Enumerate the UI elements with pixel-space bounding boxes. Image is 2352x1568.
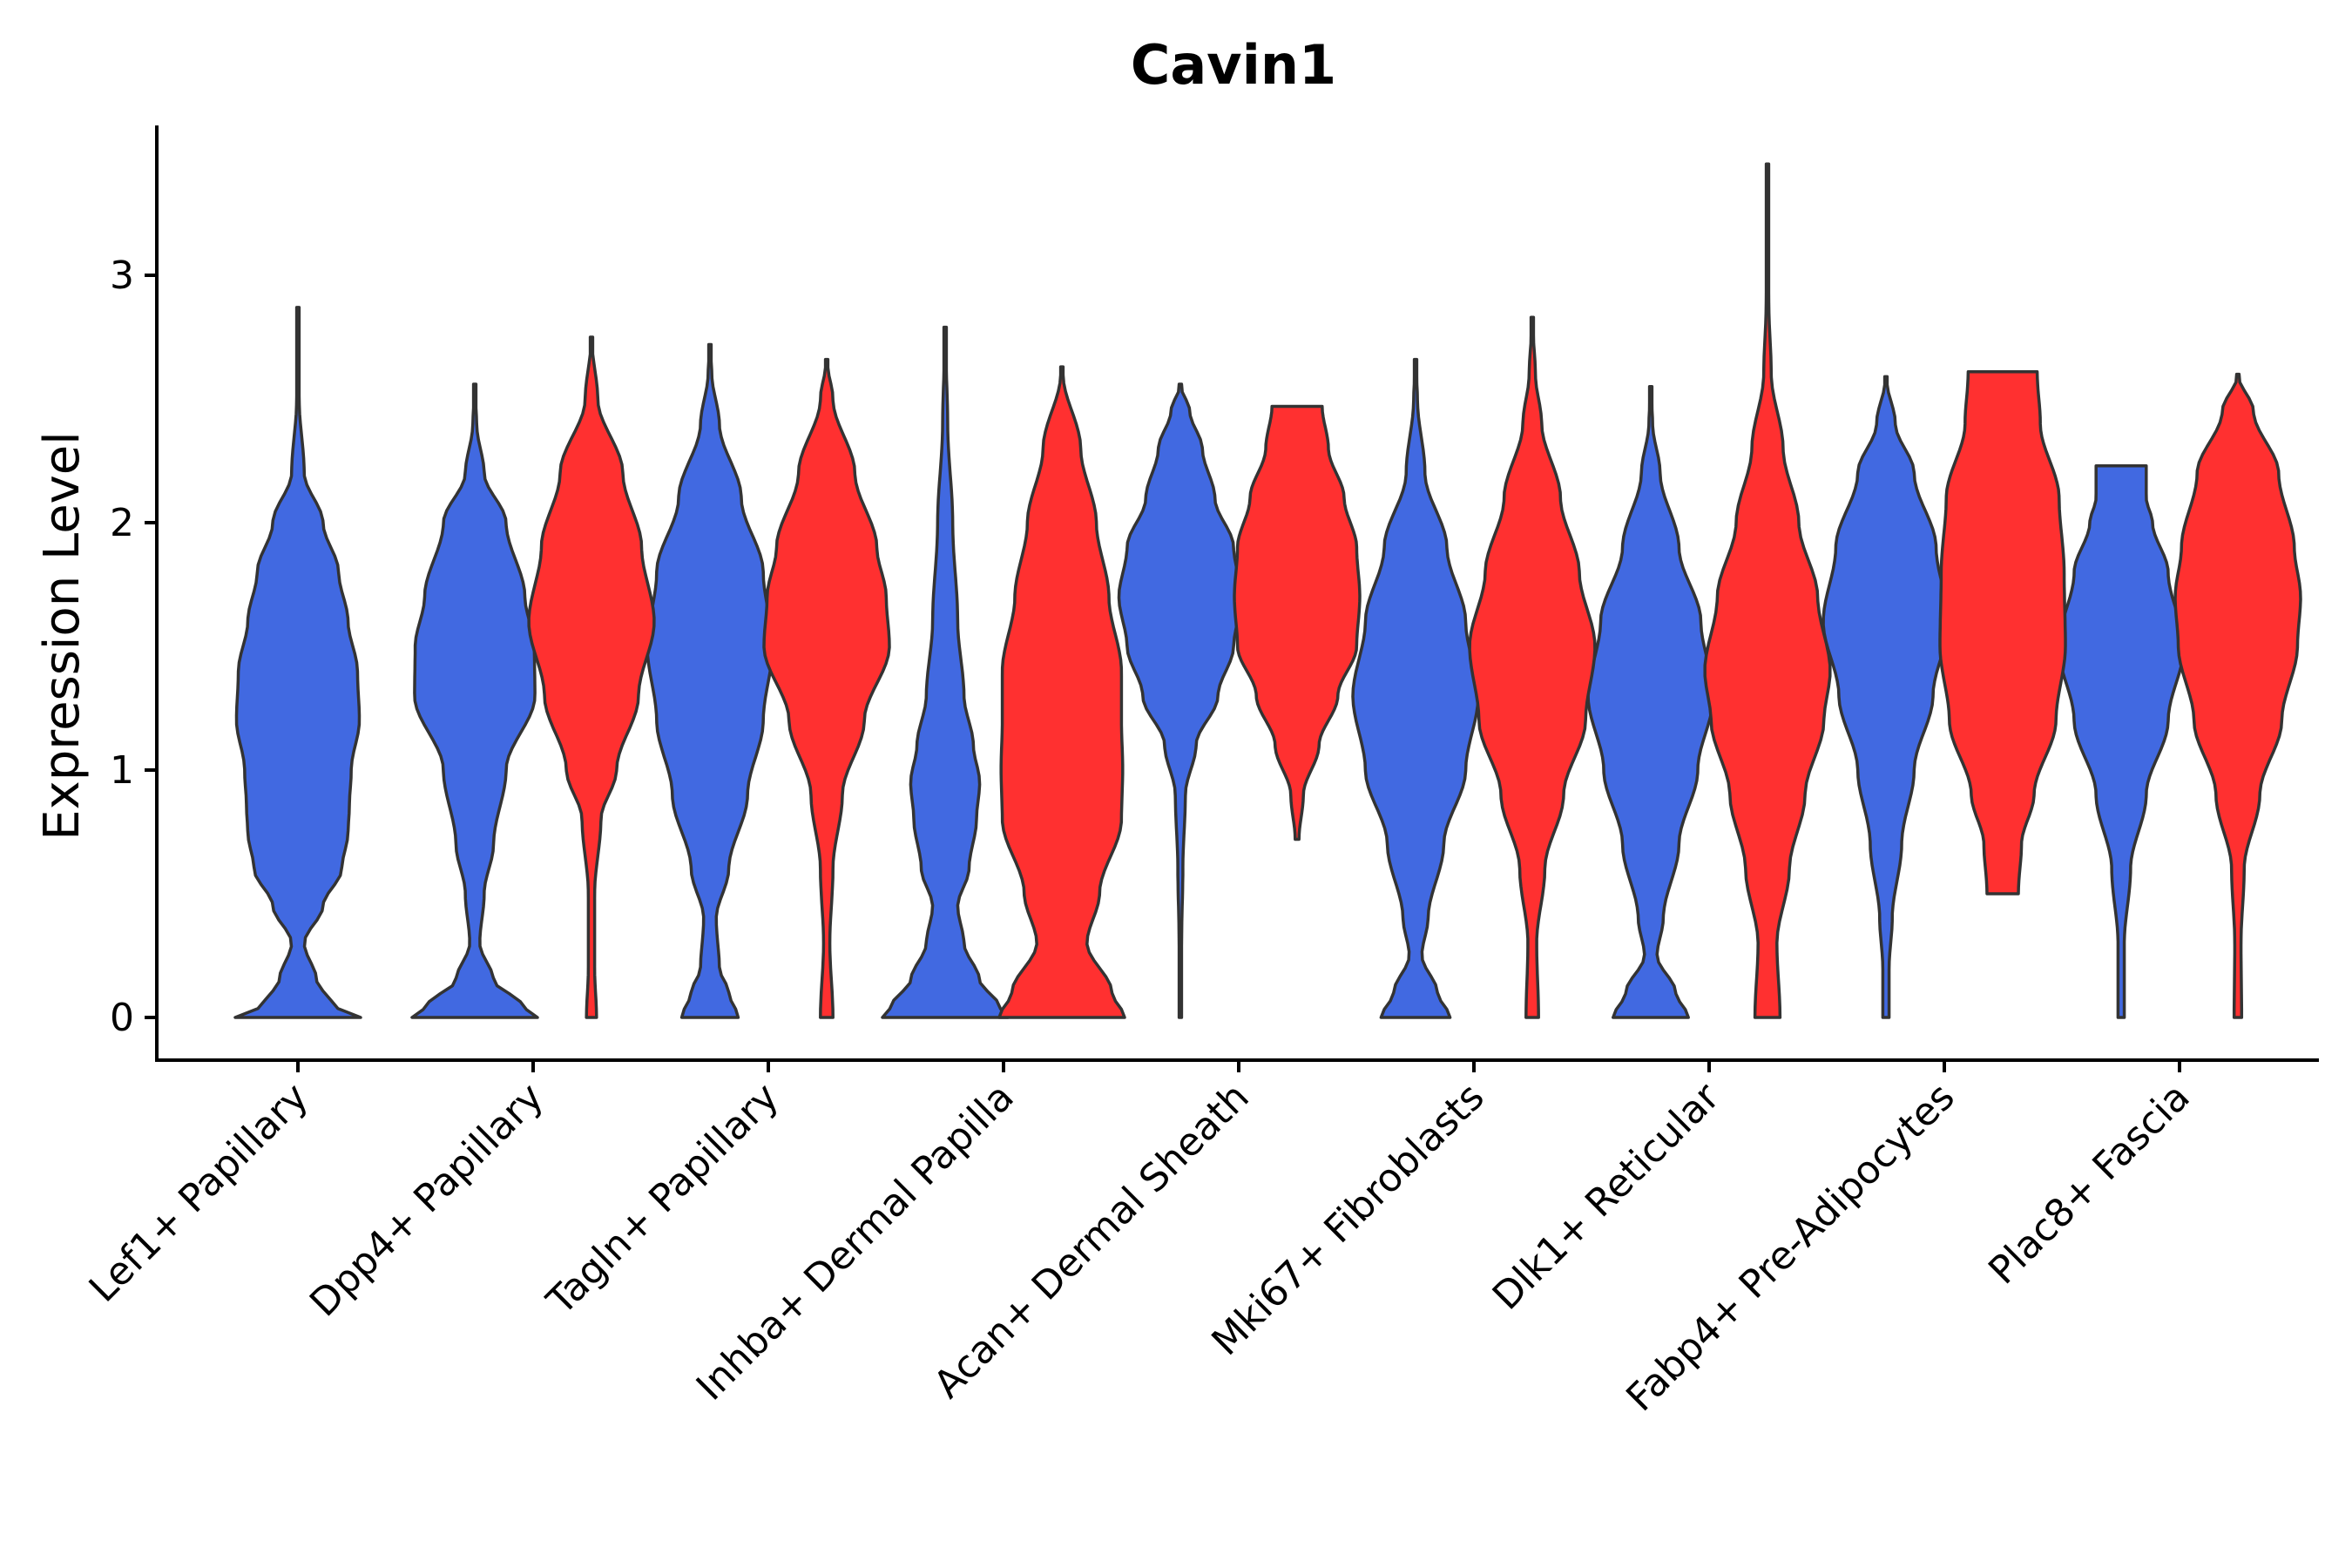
x-tick-label: Plac8+ Fascia — [1980, 1075, 2199, 1294]
violin-group1-dlk1-reticular — [1586, 385, 1715, 1019]
chart-title: Cavin1 — [1131, 33, 1336, 97]
violin-group2-dlk1-reticular — [1703, 162, 1832, 1019]
violin-group2-mki67-fibroblasts — [1468, 315, 1597, 1019]
violin-group2-acan-dermal-sheath — [1233, 404, 1362, 841]
violin-group1-inhba-dermal-papilla — [881, 325, 1010, 1019]
violin-group2-fabp4-pre-adipocytes — [1938, 370, 2067, 896]
y-axis-label: Expression Level — [34, 431, 91, 841]
x-tick-label: Tagln+ Papillary — [538, 1075, 787, 1324]
x-tick-label: Mki67+ Fibroblasts — [1203, 1075, 1492, 1364]
violin-group1-tagln-papillary — [645, 342, 774, 1019]
violin-group2-plac8-fascia — [2173, 372, 2302, 1019]
violin-group1-dpp4-papillary — [410, 382, 539, 1019]
y-tick-label: 3 — [110, 253, 134, 298]
violin-group1-mki67-fibroblasts — [1351, 357, 1480, 1019]
violin-group1-fabp4-pre-adipocytes — [1821, 375, 1950, 1019]
violin-group2-tagln-papillary — [762, 357, 891, 1019]
violin-group1-plac8-fascia — [2057, 463, 2186, 1019]
violin-group1-lef1-papillary — [233, 306, 362, 1019]
y-tick-label: 1 — [110, 748, 134, 793]
y-tick-label: 0 — [110, 996, 134, 1040]
x-tick-label: Dpp4+ Papillary — [301, 1075, 552, 1326]
violin-group1-acan-dermal-sheath — [1117, 382, 1244, 1019]
x-tick-label: Dlk1+ Reticular — [1484, 1074, 1729, 1319]
violin-layer — [233, 162, 2302, 1019]
violin-group2-inhba-dermal-papilla — [997, 365, 1126, 1019]
x-tick-label: Lef1+ Papillary — [81, 1075, 317, 1311]
violin-group2-dpp4-papillary — [527, 335, 656, 1019]
y-ticks: 0 1 2 3 — [110, 253, 157, 1040]
y-tick-label: 2 — [110, 501, 134, 545]
